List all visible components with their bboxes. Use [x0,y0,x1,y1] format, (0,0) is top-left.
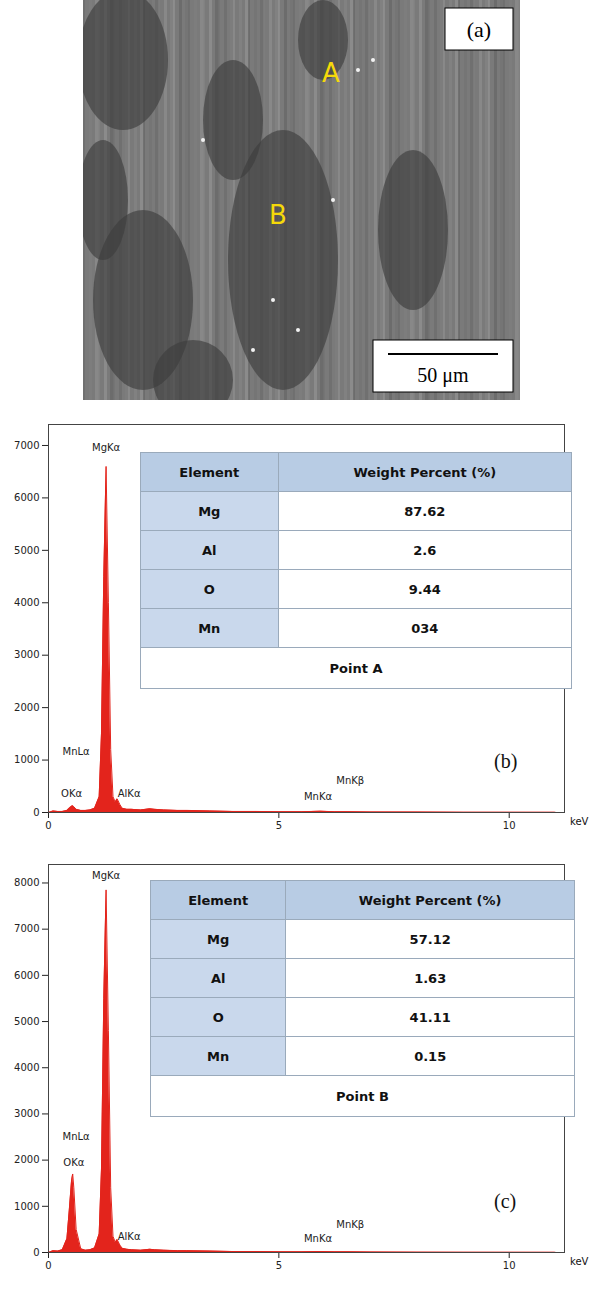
html-text:Mn: Mn [198,620,221,636]
html-text:Mn: Mn [207,1048,230,1064]
html-text:1.63: 1.63 [414,970,447,986]
svg-text:MnKβ: MnKβ [336,775,364,786]
html-text:keV: keV [570,816,589,827]
svg-text:6000: 6000 [14,970,39,981]
svg-text:50 μm: 50 μm [417,364,469,387]
html-text:(b): (b) [494,750,518,772]
html-text:41.11: 41.11 [409,1009,451,1025]
html-text:034: 034 [411,620,439,636]
svg-text:MnLα: MnLα [63,1131,91,1142]
html-text:9.44: 9.44 [408,581,441,597]
svg-text:1000: 1000 [14,754,39,765]
html-text:Point B: Point B [336,1088,389,1104]
svg-text:5000: 5000 [14,545,39,556]
svg-text:AlKα: AlKα [118,788,141,799]
svg-text:MgKα: MgKα [92,870,121,881]
html-text:keV: keV [570,1256,589,1267]
svg-text:A: A [322,58,340,88]
svg-text:3000: 3000 [14,649,39,660]
html-text:Element: Element [188,892,249,908]
svg-text:2000: 2000 [14,702,39,713]
svg-text:7000: 7000 [14,923,39,934]
svg-text:0: 0 [33,1247,39,1258]
svg-text:5000: 5000 [14,1016,39,1027]
svg-text:AlKα: AlKα [118,1231,141,1242]
svg-text:1000: 1000 [14,1201,39,1212]
svg-text:0: 0 [45,1260,51,1271]
svg-text:8000: 8000 [14,877,39,888]
svg-text:MnKα: MnKα [304,1233,333,1244]
svg-text:OKα: OKα [63,1157,84,1168]
svg-text:MnKβ: MnKβ [336,1219,364,1230]
html-text:Weight Percent (%): Weight Percent (%) [353,464,497,480]
html-text:Element: Element [179,464,240,480]
svg-text:2000: 2000 [14,1154,39,1165]
html-text:(c): (c) [494,1190,517,1212]
svg-text:MnKα: MnKα [304,791,333,802]
html-text:Al: Al [210,970,226,986]
svg-text:10: 10 [503,820,516,831]
html-text:0.15: 0.15 [414,1048,447,1064]
html-text:O: O [212,1009,224,1025]
svg-text:MnLα: MnLα [63,746,91,757]
html-text:Weight Percent (%): Weight Percent (%) [358,892,502,908]
html-text:Mg: Mg [207,931,230,947]
svg-text:5: 5 [276,1260,282,1271]
svg-text:5: 5 [276,820,282,831]
svg-text:B: B [269,200,287,230]
html-text:87.62: 87.62 [404,503,446,519]
svg-text:(a): (a) [467,17,491,42]
svg-text:4000: 4000 [14,597,39,608]
svg-text:0: 0 [33,807,39,818]
svg-text:4000: 4000 [14,1062,39,1073]
svg-text:MgKα: MgKα [92,442,121,453]
html-text:57.12: 57.12 [409,931,451,947]
html-text:Al: Al [202,542,217,558]
html-text:2.6: 2.6 [413,542,437,558]
svg-text:3000: 3000 [14,1108,39,1119]
svg-text:10: 10 [503,1260,516,1271]
html-text:Mg: Mg [198,503,221,519]
svg-text:OKα: OKα [61,788,82,799]
svg-text:7000: 7000 [14,440,39,451]
html-text:Point A: Point A [329,660,383,676]
svg-text:0: 0 [45,820,51,831]
svg-text:6000: 6000 [14,492,39,503]
html-text:O: O [203,581,215,597]
